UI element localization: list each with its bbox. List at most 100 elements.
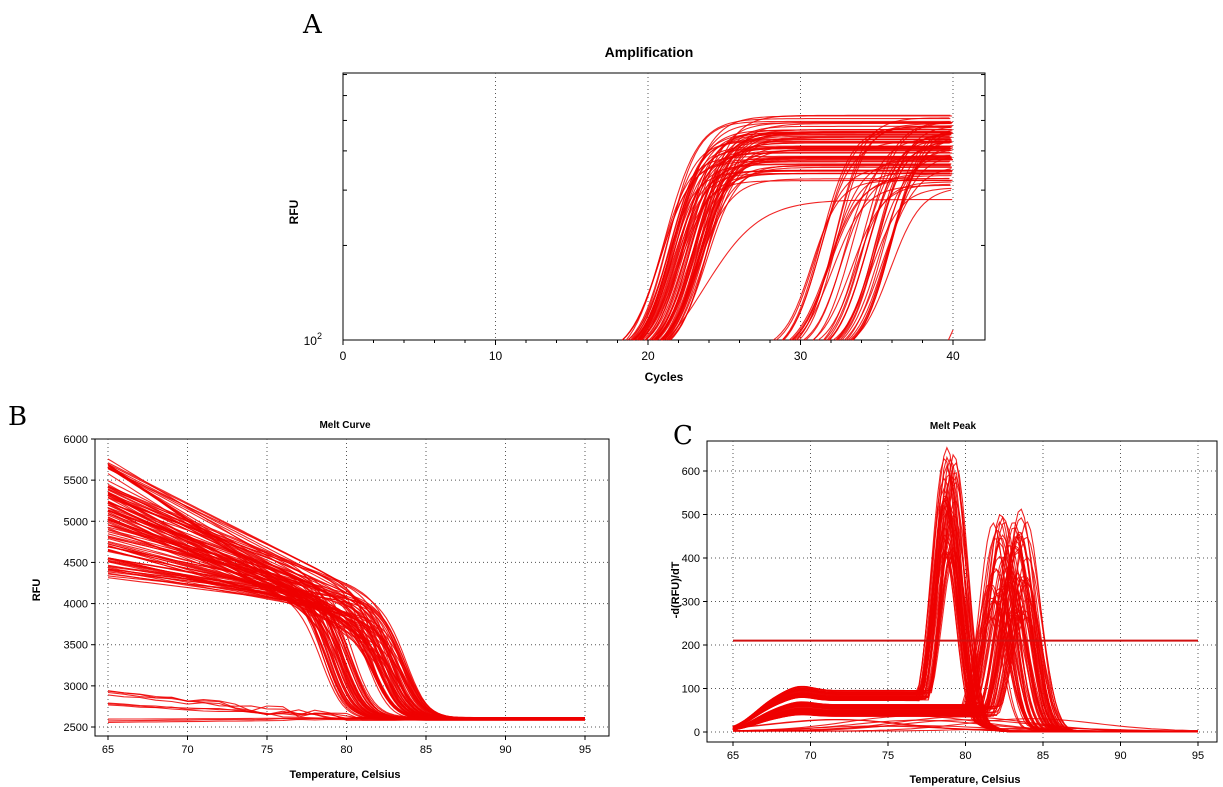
chart-a-x-tick-label: 0 bbox=[340, 349, 347, 363]
chart-b-curve bbox=[107, 691, 585, 721]
chart-a-curve bbox=[660, 149, 952, 341]
chart-c-x-tick-label: 75 bbox=[882, 750, 894, 762]
chart-b-curves bbox=[107, 458, 585, 723]
panel-a: A Amplification 102 0 10 20 30 40 Cycles RFU bbox=[287, 10, 986, 384]
chart-a-curve bbox=[633, 129, 951, 341]
chart-b-y-tick-label: 4000 bbox=[64, 599, 88, 611]
chart-c-y-tick-label: 0 bbox=[694, 727, 700, 739]
chart-c-y-tick-label: 100 bbox=[682, 684, 700, 696]
chart-b-x-tick-label: 85 bbox=[420, 744, 432, 756]
chart-b-y-tick-label: 3000 bbox=[64, 681, 88, 693]
chart-a-curve bbox=[622, 160, 951, 341]
chart-c-x-tick-label: 70 bbox=[804, 750, 816, 762]
chart-c-y-tick-label: 300 bbox=[682, 597, 700, 609]
chart-b-x-tick-label: 75 bbox=[261, 744, 273, 756]
chart-a-curve bbox=[793, 184, 951, 341]
chart-a-curve bbox=[837, 141, 953, 341]
chart-c-curve bbox=[733, 719, 1198, 732]
chart-a-curve bbox=[798, 123, 952, 341]
chart-c-y-tick-label: 600 bbox=[682, 466, 700, 478]
chart-c-y-ticks: 0 100 200 300 400 500 600 bbox=[682, 466, 707, 739]
chart-c-y-tick-label: 400 bbox=[682, 553, 700, 565]
chart-b-title: Melt Curve bbox=[319, 420, 371, 431]
chart-c-x-ticks: 65 70 75 80 85 90 95 bbox=[727, 742, 1204, 762]
chart-c-title: Melt Peak bbox=[930, 421, 977, 432]
chart-a-curve bbox=[776, 166, 952, 341]
chart-a-x-label: Cycles bbox=[645, 370, 684, 384]
chart-b-x-ticks: 65 70 75 80 85 90 95 bbox=[102, 736, 591, 756]
chart-a-x-ticks: 0 10 20 30 40 bbox=[340, 340, 960, 363]
chart-b-x-label: Temperature, Celsius bbox=[289, 769, 400, 781]
chart-c-y-tick-label: 500 bbox=[682, 510, 700, 522]
panel-letter-b: B bbox=[8, 402, 27, 432]
chart-a-curve bbox=[781, 126, 951, 341]
chart-a-title: Amplification bbox=[605, 44, 694, 60]
chart-a-curve bbox=[835, 154, 951, 341]
panel-letter-c: C bbox=[673, 421, 693, 451]
chart-a-y-label: RFU bbox=[287, 200, 301, 225]
chart-a-curve bbox=[791, 171, 953, 341]
chart-c-x-tick-label: 90 bbox=[1114, 750, 1126, 762]
chart-b-x-tick-label: 95 bbox=[579, 744, 591, 756]
chart-a-curve bbox=[783, 127, 952, 341]
panel-c: C Melt Peak 65 70 75 80 85 90 95 0 100 200 300 400… bbox=[670, 421, 1218, 786]
chart-a-curve bbox=[823, 121, 950, 341]
chart-b-x-tick-label: 90 bbox=[499, 744, 511, 756]
chart-a-x-tick-label: 10 bbox=[489, 349, 503, 363]
chart-b-y-tick-label: 3500 bbox=[64, 640, 88, 652]
chart-b-x-tick-label: 65 bbox=[102, 744, 114, 756]
chart-a-curve bbox=[637, 132, 951, 341]
chart-a-curve bbox=[773, 179, 953, 341]
chart-c-curve bbox=[732, 508, 1198, 733]
chart-a-curve bbox=[839, 126, 951, 341]
chart-c-curves bbox=[732, 446, 1199, 733]
panel-letter-a: A bbox=[302, 10, 323, 40]
chart-c-x-label: Temperature, Celsius bbox=[909, 774, 1020, 786]
chart-a-curve bbox=[812, 137, 951, 341]
chart-a-grid bbox=[495, 73, 954, 340]
chart-c-grid bbox=[707, 441, 1217, 742]
chart-b-y-ticks: 2500 3000 3500 4000 4500 5000 5500 6000 bbox=[64, 434, 95, 734]
chart-a-curve bbox=[645, 169, 951, 341]
panel-b: B Melt Curve 65 70 75 80 85 90 95 2500 3000 3500… bbox=[8, 402, 610, 781]
chart-a-curve bbox=[625, 118, 951, 341]
chart-c-x-tick-label: 85 bbox=[1037, 750, 1049, 762]
chart-a-curve bbox=[645, 133, 951, 341]
chart-a-curve bbox=[638, 115, 953, 341]
chart-c-x-tick-label: 80 bbox=[959, 750, 971, 762]
chart-a-curves bbox=[621, 114, 954, 341]
chart-a-curve bbox=[851, 189, 952, 341]
chart-a-curve bbox=[627, 140, 952, 341]
chart-b-y-label: RFU bbox=[31, 579, 43, 602]
chart-a-y-minor-ticks bbox=[343, 74, 985, 341]
chart-a-curve bbox=[668, 164, 951, 341]
chart-b-curve bbox=[107, 702, 585, 720]
chart-a-curve bbox=[836, 132, 952, 341]
chart-a-x-tick-label: 20 bbox=[641, 349, 655, 363]
chart-b-y-tick-label: 5500 bbox=[64, 475, 88, 487]
chart-a-curve bbox=[947, 329, 954, 341]
chart-b-y-tick-label: 5000 bbox=[64, 516, 88, 528]
chart-a-curve bbox=[665, 199, 953, 341]
chart-c-y-tick-label: 200 bbox=[682, 640, 700, 652]
chart-b-x-tick-label: 80 bbox=[340, 744, 352, 756]
chart-b-y-tick-label: 2500 bbox=[64, 722, 88, 734]
chart-c-y-label: -d(RFU)/dT bbox=[670, 561, 682, 618]
chart-a-y-tick-label: 102 bbox=[304, 331, 322, 348]
chart-a-curve bbox=[642, 163, 952, 341]
chart-b-y-tick-label: 6000 bbox=[64, 434, 88, 446]
chart-a-curve bbox=[667, 136, 950, 341]
chart-a-curve bbox=[655, 135, 950, 341]
chart-a-curve bbox=[852, 139, 952, 341]
chart-a-x-tick-label: 30 bbox=[794, 349, 808, 363]
chart-b-y-tick-label: 4500 bbox=[64, 557, 88, 569]
chart-a-curve bbox=[841, 149, 953, 341]
chart-a-x-tick-label: 40 bbox=[946, 349, 960, 363]
chart-a-curve bbox=[851, 138, 951, 341]
chart-a-curve bbox=[826, 121, 954, 341]
chart-c-x-tick-label: 95 bbox=[1192, 750, 1204, 762]
chart-b-x-tick-label: 70 bbox=[181, 744, 193, 756]
chart-c-x-tick-label: 65 bbox=[727, 750, 739, 762]
chart-a-curve bbox=[635, 152, 953, 341]
